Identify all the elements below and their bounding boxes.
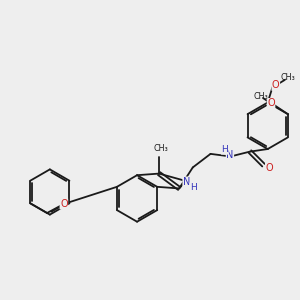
Text: N: N	[183, 177, 190, 187]
Text: O: O	[272, 80, 280, 90]
Text: O: O	[60, 199, 68, 209]
Text: O: O	[267, 98, 275, 109]
Text: H: H	[221, 145, 228, 154]
Text: CH₃: CH₃	[153, 144, 168, 153]
Text: CH₃: CH₃	[253, 92, 268, 100]
Text: CH₃: CH₃	[281, 74, 296, 82]
Text: O: O	[266, 163, 273, 173]
Text: H: H	[190, 183, 196, 192]
Text: N: N	[226, 150, 234, 160]
